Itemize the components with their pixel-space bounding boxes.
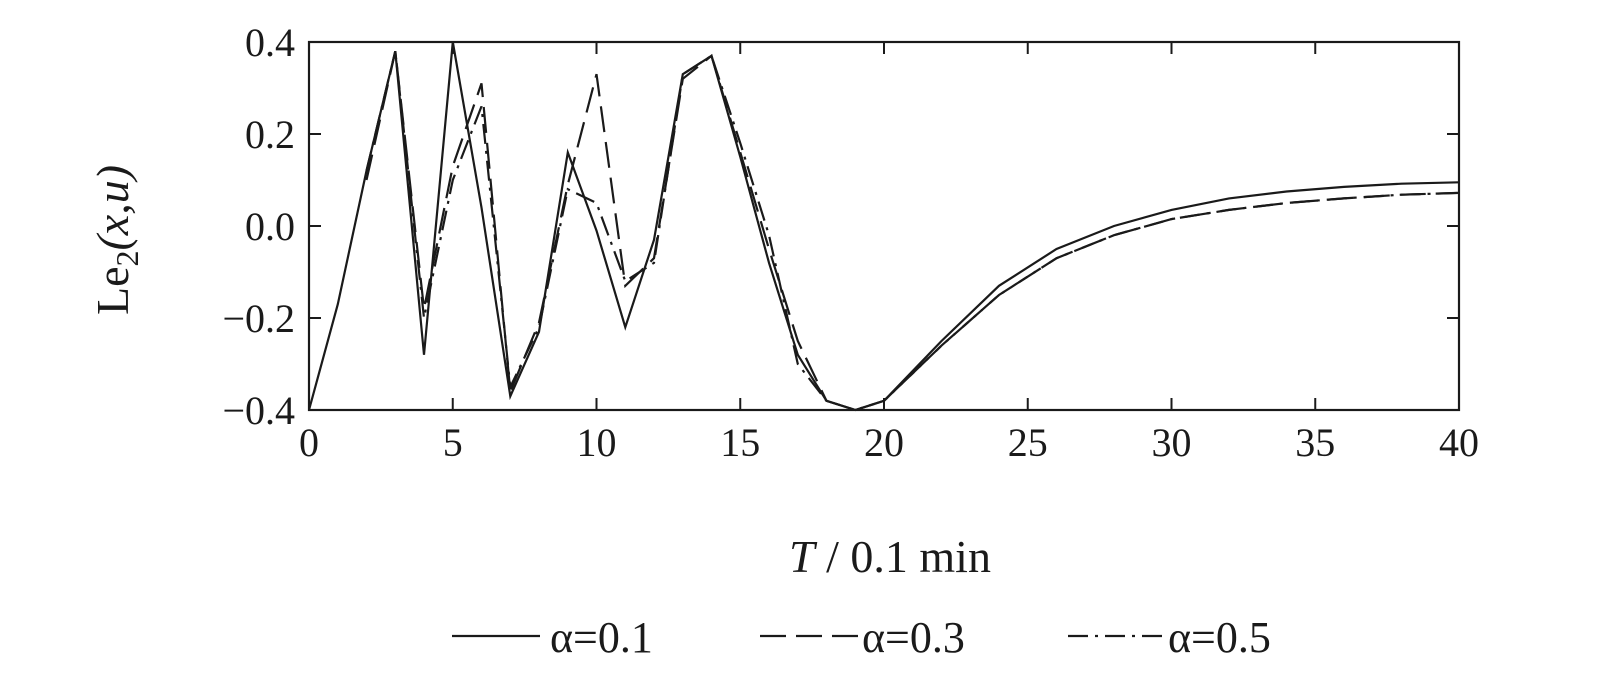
series-line-3 (365, 50, 1460, 412)
y-axis-title: Le2(x,u) (87, 165, 145, 315)
y-axis-title-args: (x,u) (87, 165, 138, 251)
y-tick-label: −0.4 (222, 388, 295, 433)
series-line-2 (365, 50, 1460, 412)
legend-label-3: α=0.5 (1168, 613, 1271, 662)
y-tick-label: 0.4 (245, 20, 295, 65)
y-axis-title-subscript: 2 (109, 251, 145, 267)
x-tick-label: 0 (299, 420, 319, 465)
legend-label-1: α=0.1 (550, 613, 653, 662)
x-tick-label: 20 (864, 420, 904, 465)
x-tick-label: 15 (720, 420, 760, 465)
plot-frame (307, 40, 1461, 412)
x-tick-label: 40 (1439, 420, 1479, 465)
y-tick-label: 0.0 (245, 204, 295, 249)
x-axis-title-unit: / 0.1 min (815, 531, 991, 582)
y-axis-title-main: Le (87, 267, 138, 316)
y-axis-ticks: 0.4 0.2 0.0 −0.2 −0.4 (222, 20, 1459, 433)
x-tick-label: 35 (1295, 420, 1335, 465)
x-axis-title-symbol: T (789, 531, 818, 582)
y-tick-label: −0.2 (222, 296, 295, 341)
series-line-1 (307, 41, 1460, 412)
legend: α=0.1 α=0.3 α=0.5 (452, 613, 1271, 662)
series-layer (307, 41, 1460, 412)
x-tick-label: 5 (443, 420, 463, 465)
x-axis-ticks: 0 5 10 15 20 25 30 35 40 (299, 42, 1479, 465)
x-tick-label: 25 (1008, 420, 1048, 465)
plot-area-border (307, 40, 1461, 412)
y-tick-label: 0.2 (245, 112, 295, 157)
x-tick-label: 10 (577, 420, 617, 465)
x-tick-label: 30 (1152, 420, 1192, 465)
legend-label-2: α=0.3 (862, 613, 965, 662)
x-axis-title: T / 0.1 min (789, 531, 991, 582)
